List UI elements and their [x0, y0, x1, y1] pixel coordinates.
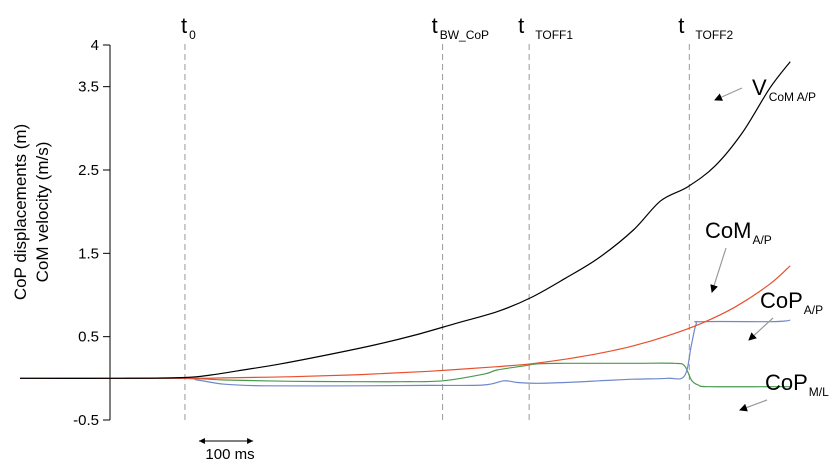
- series-label-sub: M/L: [809, 385, 829, 399]
- series-label-arrow: [748, 317, 774, 341]
- series-lines: [19, 61, 791, 388]
- y-axis-title-line: CoM velocity (m/s): [33, 142, 52, 283]
- event-label: t BW_CoP: [432, 13, 489, 42]
- series-label: CoMA/P: [705, 218, 772, 247]
- series-label-main: CoM: [705, 218, 751, 243]
- series-label-sub: A/P: [804, 303, 823, 317]
- series-label-arrow: [739, 399, 768, 412]
- scale-bar-right-arrow: [247, 438, 254, 444]
- series-label-sub: A/P: [752, 233, 771, 247]
- event-label-sub: BW_CoP: [440, 28, 489, 42]
- event-label-sub: 0: [189, 28, 196, 42]
- scale-bar-label: 100 ms: [205, 446, 254, 463]
- y-tick-label: 0.5: [78, 329, 99, 346]
- y-tick-label: 4: [91, 37, 99, 54]
- event-label-sub: TOFF2: [695, 28, 733, 42]
- scale-bar-left-arrow: [198, 438, 205, 444]
- series-label-sub: CoM A/P: [769, 90, 816, 104]
- series-label-main: V: [752, 75, 767, 100]
- series-label: CoPM/L: [765, 370, 829, 399]
- series-com-ap-line: [19, 265, 791, 379]
- event-label-main: t: [432, 13, 438, 38]
- time-scale-bar: 100 ms: [198, 438, 255, 463]
- y-axis-title-line: CoP displacements (m): [11, 124, 30, 300]
- series-label-main: CoP: [760, 288, 803, 313]
- y-axis: 4 3.5 2.5 1.5 0.5 -0.5: [73, 37, 111, 429]
- y-tick-label: 3.5: [78, 79, 99, 96]
- event-label: t TOFF1: [518, 13, 573, 42]
- event-label: t TOFF2: [678, 13, 733, 42]
- series-cop-ap-line: [19, 319, 791, 387]
- event-label-main: t: [518, 13, 524, 38]
- y-axis-title: CoP displacements (m) CoM velocity (m/s): [11, 124, 52, 300]
- series-label: CoPA/P: [760, 288, 823, 317]
- y-tick-label: 2.5: [78, 162, 99, 179]
- series-label-arrow: [710, 247, 727, 293]
- series-label: V CoM A/P: [752, 75, 816, 104]
- series-cop-ml-line: [19, 362, 791, 388]
- y-tick-label: 1.5: [78, 245, 99, 262]
- series-label-arrow: [714, 87, 743, 101]
- event-label-sub: TOFF1: [535, 28, 573, 42]
- series-vcom-ap-line: [19, 61, 791, 379]
- event-markers: t 0 t BW_CoP t TOFF1 t TOFF2: [181, 13, 734, 420]
- y-tick-label: -0.5: [73, 412, 99, 429]
- event-label-main: t: [678, 13, 684, 38]
- event-label-main: t: [181, 13, 187, 38]
- series-label-main: CoP: [765, 370, 808, 395]
